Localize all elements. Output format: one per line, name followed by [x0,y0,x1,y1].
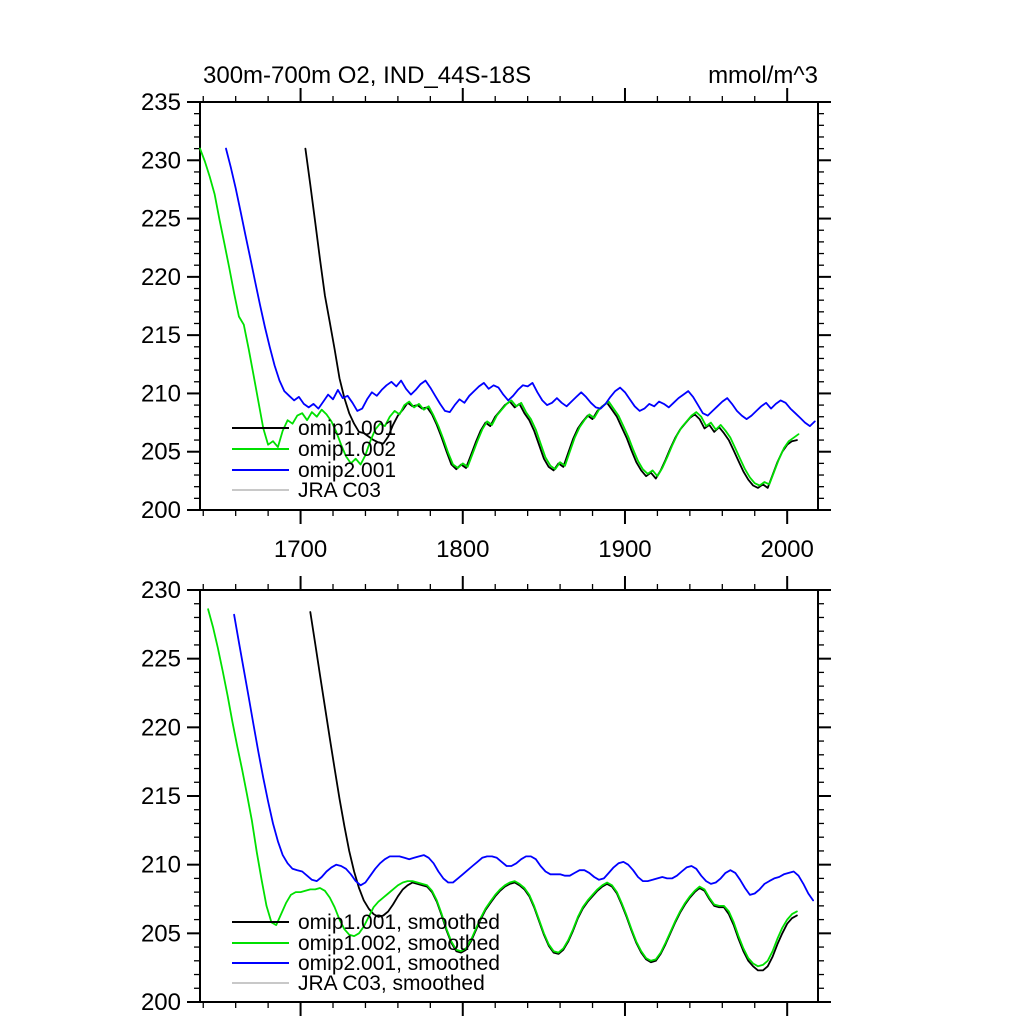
legend-item: omip2.001, smoothed [232,951,500,975]
y-tick-label: 200 [141,497,181,524]
y-tick-label: 225 [141,646,181,673]
legend-label: JRA C03, smoothed [298,971,485,995]
legend-swatch [232,921,289,923]
y-tick-label: 215 [141,783,181,810]
y-tick-label: 220 [141,264,181,291]
legend-item: omip2.001 [232,458,396,482]
legend-swatch [232,962,289,964]
units-label: mmol/m^3 [708,62,818,89]
series-line-omip2-001-smoothed [233,613,814,902]
y-tick-label: 220 [141,714,181,741]
chart-title: 300m-700m O2, IND_44S-18S [203,62,532,89]
legend-swatch [232,942,289,944]
legend-swatch [232,982,289,984]
legend-label: omip1.002, smoothed [298,931,500,955]
y-tick-label: 210 [141,380,181,407]
series-line-omip1-002 [199,147,800,487]
legend-item: omip1.002 [232,437,396,461]
legend-label: JRA C03 [298,478,381,502]
legend-item: omip1.001 [232,416,396,440]
y-tick-label: 215 [141,322,181,349]
x-tick-label: 1800 [436,536,489,563]
legend-item: JRA C03, smoothed [232,971,485,995]
y-tick-label: 230 [141,577,181,604]
legend-swatch [232,489,289,491]
y-tick-label: 235 [141,89,181,116]
series-line-omip2-001 [225,147,816,428]
plot-frame [199,101,819,511]
legend-item: omip1.002, smoothed [232,931,500,955]
legend-label: omip1.001 [298,416,397,440]
legend-swatch [232,469,289,471]
legend-label: omip2.001, smoothed [298,951,500,975]
x-tick-label: 1700 [274,536,327,563]
legend-item: omip1.001, smoothed [232,910,500,934]
y-tick-label: 210 [141,852,181,879]
legend-item: JRA C03 [232,478,381,502]
legend-label: omip1.001, smoothed [298,910,500,934]
y-tick-label: 205 [141,439,181,466]
series-line-omip1-002-smoothed [207,608,798,968]
legend-swatch [232,448,289,450]
series-line-omip1-001 [304,147,798,489]
y-tick-label: 230 [141,147,181,174]
x-tick-label: 2000 [760,536,813,563]
series-line-omip1-001-smoothed [309,611,798,972]
legend-label: omip1.002 [298,437,397,461]
y-tick-label: 200 [141,989,181,1016]
legend-label: omip2.001 [298,458,397,482]
y-tick-label: 205 [141,920,181,947]
y-tick-label: 225 [141,206,181,233]
legend-swatch [232,427,289,429]
x-tick-label: 1900 [598,536,651,563]
